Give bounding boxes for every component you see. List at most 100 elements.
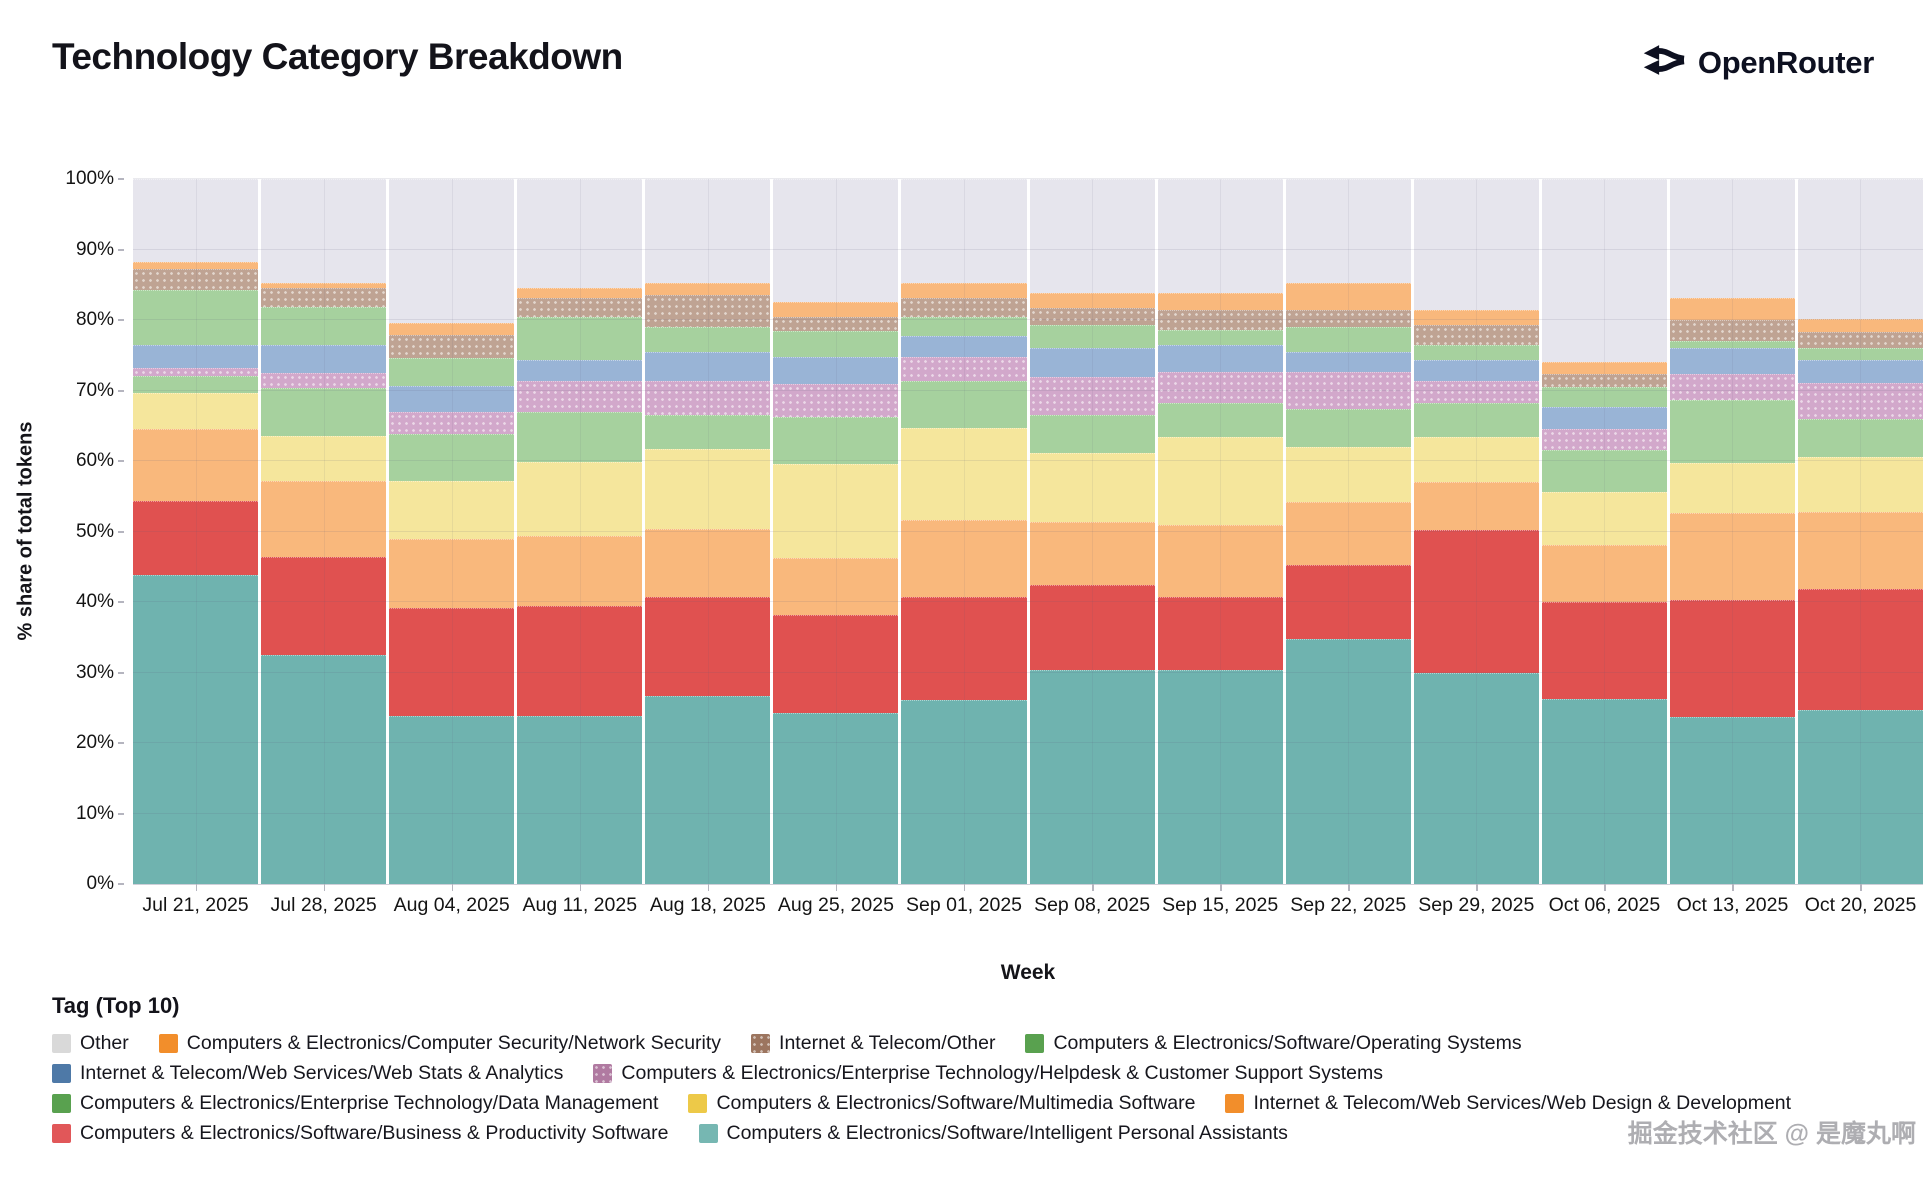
bar-segment-multimedia[interactable] <box>901 427 1027 521</box>
bar-segment-web_stats[interactable] <box>389 386 515 413</box>
bar-segment-os[interactable] <box>1285 327 1411 352</box>
bar-segment-multimedia[interactable] <box>1157 437 1283 526</box>
legend-item-os[interactable]: Computers & Electronics/Software/Operati… <box>1025 1032 1522 1055</box>
bar-segment-helpdesk[interactable] <box>645 381 771 416</box>
bar-segment-web_design[interactable] <box>901 520 1027 598</box>
bar-segment-it_other[interactable] <box>773 316 899 332</box>
bar-segment-net_sec[interactable] <box>645 282 771 296</box>
legend-item-it_other[interactable]: Internet & Telecom/Other <box>751 1032 995 1055</box>
bar-segment-other[interactable] <box>901 179 1027 283</box>
legend-item-multimedia[interactable]: Computers & Electronics/Software/Multime… <box>688 1092 1195 1115</box>
bar-segment-ipa[interactable] <box>133 575 259 884</box>
bar-segment-os[interactable] <box>261 307 387 345</box>
bar-segment-biz_prod[interactable] <box>1541 602 1667 699</box>
bar-segment-web_design[interactable] <box>1413 482 1539 531</box>
bar-segment-data_mgmt[interactable] <box>389 434 515 481</box>
bar-segment-other[interactable] <box>1157 179 1283 294</box>
bar-segment-helpdesk[interactable] <box>1669 373 1796 401</box>
bar-segment-multimedia[interactable] <box>773 463 899 559</box>
bar-segment-other[interactable] <box>389 179 515 323</box>
bar-segment-os[interactable] <box>1798 348 1924 360</box>
bar-segment-web_design[interactable] <box>1157 525 1283 598</box>
bar-segment-net_sec[interactable] <box>773 301 899 317</box>
bar-segment-helpdesk[interactable] <box>261 372 387 389</box>
bar-segment-os[interactable] <box>517 317 643 360</box>
bar-segment-data_mgmt[interactable] <box>1541 450 1667 493</box>
bar-segment-it_other[interactable] <box>389 334 515 359</box>
bar-segment-web_stats[interactable] <box>1285 351 1411 372</box>
bar-segment-other[interactable] <box>133 179 259 262</box>
bar-segment-helpdesk[interactable] <box>1157 371 1283 404</box>
bar-segment-other[interactable] <box>773 179 899 302</box>
legend-item-helpdesk[interactable]: Computers & Electronics/Enterprise Techn… <box>593 1062 1383 1085</box>
bar-segment-web_stats[interactable] <box>261 344 387 373</box>
bar-segment-os[interactable] <box>1413 344 1539 360</box>
bar-segment-other[interactable] <box>1029 179 1155 294</box>
bar-segment-it_other[interactable] <box>901 297 1027 317</box>
bar-segment-data_mgmt[interactable] <box>517 411 643 463</box>
bar-segment-biz_prod[interactable] <box>901 597 1027 700</box>
legend-item-other[interactable]: Other <box>52 1032 129 1055</box>
bar-segment-web_stats[interactable] <box>1413 359 1539 382</box>
legend-item-ipa[interactable]: Computers & Electronics/Software/Intelli… <box>698 1122 1288 1145</box>
bar-segment-ipa[interactable] <box>1157 669 1283 884</box>
bar-segment-ipa[interactable] <box>645 696 771 884</box>
bar-segment-os[interactable] <box>1029 325 1155 349</box>
bar-segment-os[interactable] <box>773 331 899 357</box>
bar-segment-web_design[interactable] <box>133 429 259 502</box>
bar-segment-data_mgmt[interactable] <box>1157 403 1283 438</box>
bar-segment-ipa[interactable] <box>901 700 1027 884</box>
bar-segment-multimedia[interactable] <box>133 393 259 430</box>
bar-segment-web_stats[interactable] <box>645 351 771 382</box>
bar-segment-other[interactable] <box>1285 179 1411 284</box>
bar-segment-os[interactable] <box>389 358 515 387</box>
bar-segment-ipa[interactable] <box>1029 669 1155 884</box>
bar-segment-web_stats[interactable] <box>1029 348 1155 378</box>
bar-segment-it_other[interactable] <box>1029 308 1155 326</box>
bar-segment-web_design[interactable] <box>645 529 771 598</box>
bar-segment-multimedia[interactable] <box>1541 492 1667 545</box>
bar-segment-web_design[interactable] <box>1029 521 1155 586</box>
bar-segment-net_sec[interactable] <box>1413 310 1539 326</box>
bar-segment-it_other[interactable] <box>645 295 771 328</box>
legend-item-biz_prod[interactable]: Computers & Electronics/Software/Busines… <box>52 1122 669 1145</box>
bar-segment-data_mgmt[interactable] <box>901 381 1027 428</box>
bar-segment-net_sec[interactable] <box>1157 293 1283 311</box>
bar-segment-it_other[interactable] <box>517 298 643 318</box>
bar-segment-multimedia[interactable] <box>389 480 515 539</box>
bar-segment-helpdesk[interactable] <box>517 381 643 412</box>
bar-segment-it_other[interactable] <box>261 288 387 308</box>
bar-segment-biz_prod[interactable] <box>517 606 643 716</box>
bar-segment-biz_prod[interactable] <box>1285 565 1411 639</box>
bar-segment-web_design[interactable] <box>1669 513 1796 600</box>
bar-segment-net_sec[interactable] <box>133 261 259 269</box>
bar-segment-os[interactable] <box>1157 329 1283 345</box>
bar-segment-net_sec[interactable] <box>1798 318 1924 333</box>
bar-segment-other[interactable] <box>1541 179 1667 363</box>
bar-segment-ipa[interactable] <box>261 654 387 884</box>
bar-segment-other[interactable] <box>517 179 643 288</box>
bar-segment-biz_prod[interactable] <box>645 597 771 697</box>
bar-segment-net_sec[interactable] <box>389 322 515 335</box>
bar-segment-multimedia[interactable] <box>1413 437 1539 483</box>
bar-segment-other[interactable] <box>1669 179 1796 299</box>
bar-segment-data_mgmt[interactable] <box>1029 415 1155 454</box>
bar-segment-web_design[interactable] <box>261 480 387 557</box>
bar-segment-net_sec[interactable] <box>1285 283 1411 311</box>
bar-segment-biz_prod[interactable] <box>1157 597 1283 670</box>
bar-segment-helpdesk[interactable] <box>901 356 1027 382</box>
bar-segment-os[interactable] <box>901 316 1027 336</box>
bar-segment-data_mgmt[interactable] <box>1798 418 1924 457</box>
bar-segment-web_stats[interactable] <box>517 359 643 382</box>
bar-segment-ipa[interactable] <box>1669 716 1796 884</box>
bar-segment-data_mgmt[interactable] <box>1285 408 1411 447</box>
bar-segment-web_design[interactable] <box>389 538 515 608</box>
bar-segment-multimedia[interactable] <box>1798 456 1924 512</box>
bar-segment-helpdesk[interactable] <box>1413 381 1539 404</box>
bar-segment-ipa[interactable] <box>1285 638 1411 884</box>
bar-segment-other[interactable] <box>645 179 771 283</box>
bar-segment-ipa[interactable] <box>517 715 643 884</box>
bar-segment-data_mgmt[interactable] <box>645 415 771 450</box>
bar-segment-web_stats[interactable] <box>1669 348 1796 374</box>
bar-segment-net_sec[interactable] <box>901 282 1027 298</box>
